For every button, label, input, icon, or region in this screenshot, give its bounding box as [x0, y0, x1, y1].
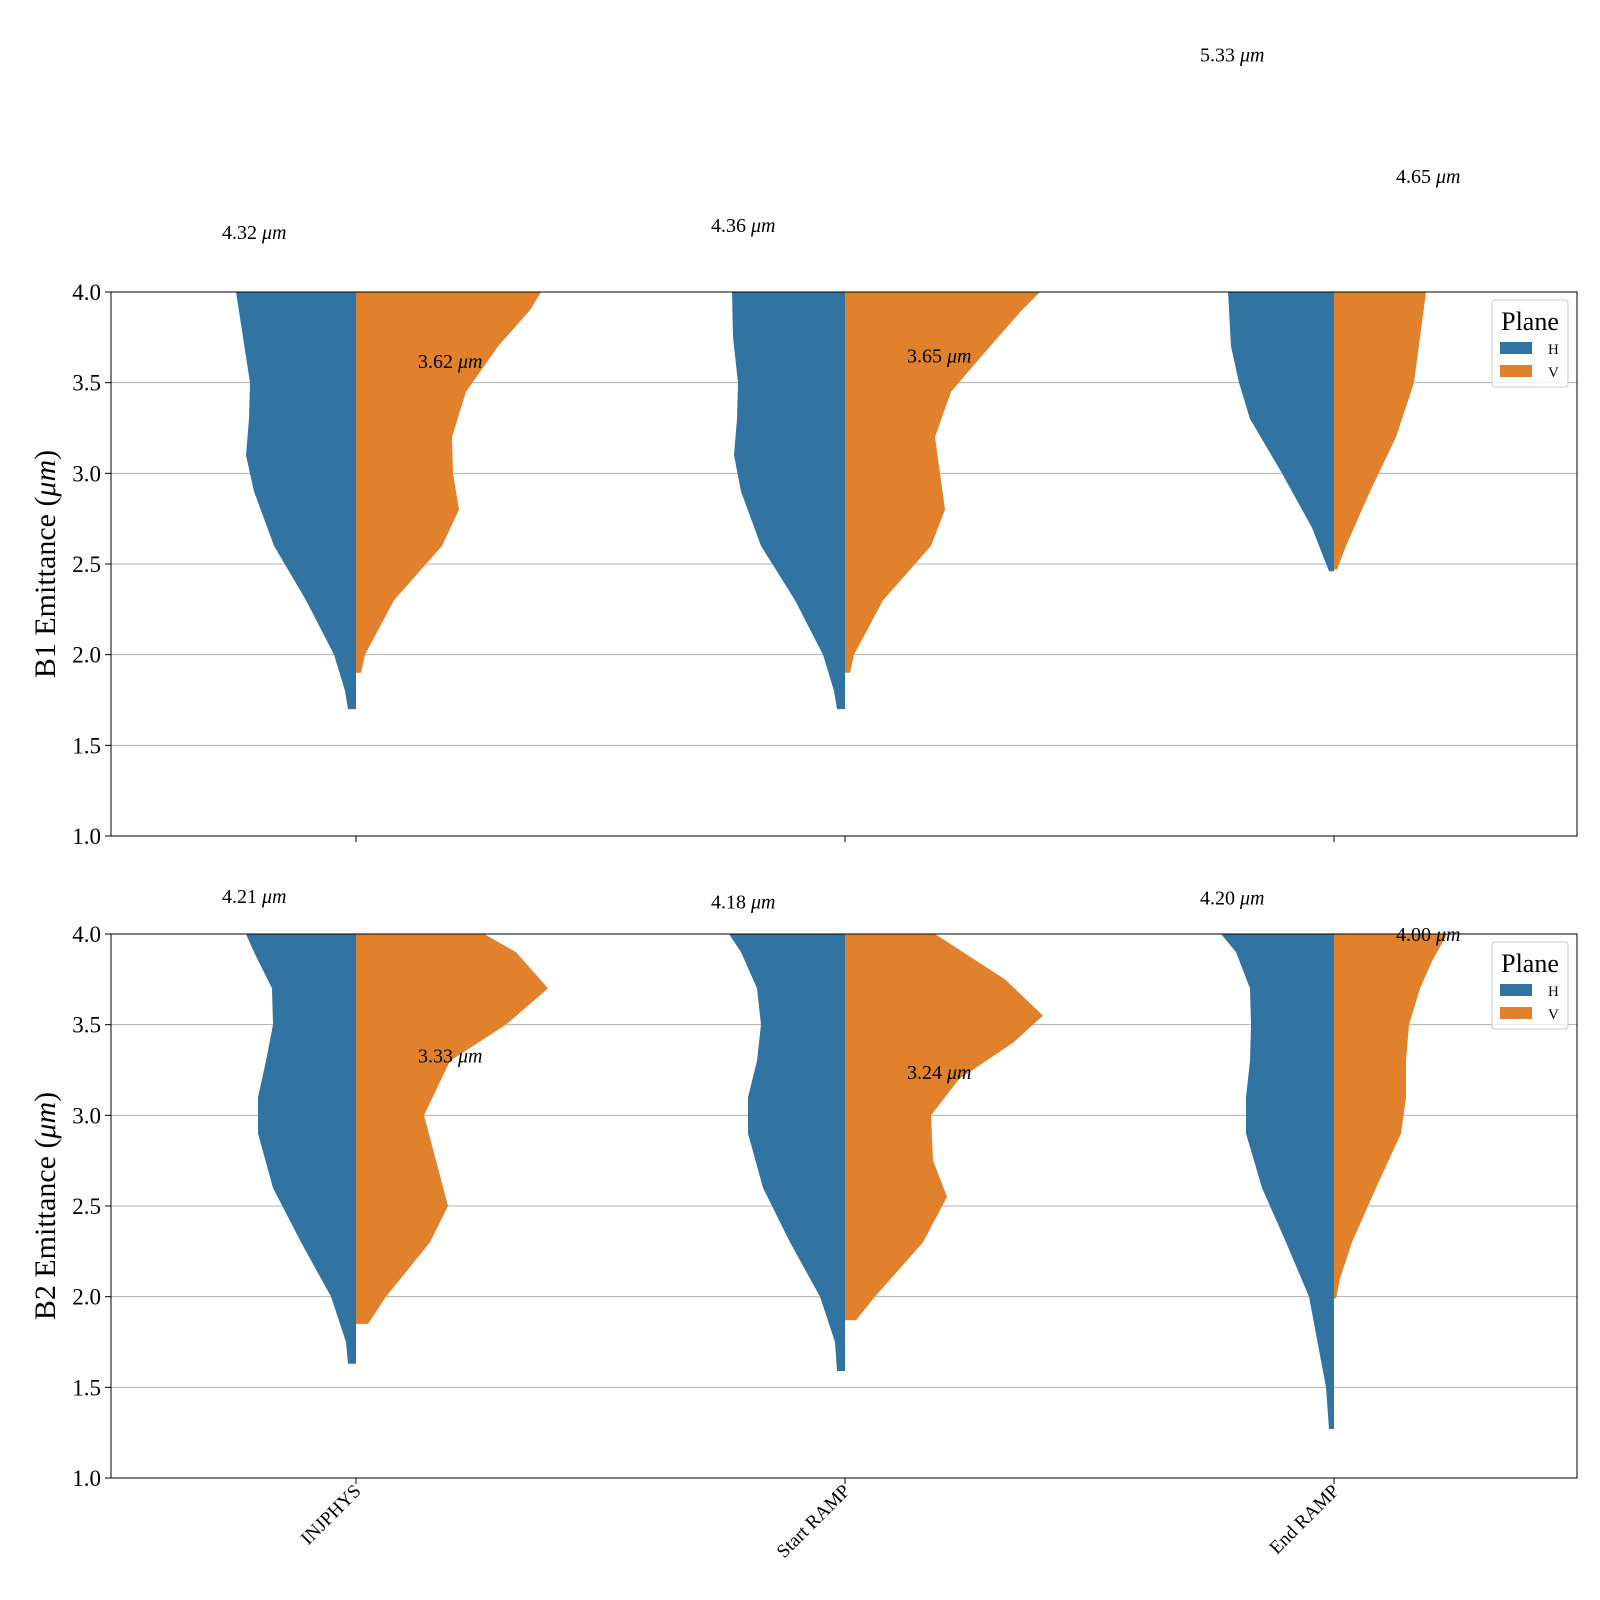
y-tick-label: 1.0: [72, 1466, 101, 1491]
violin-v: [356, 292, 541, 673]
y-tick-label: 2.5: [72, 552, 101, 577]
legend-swatch-h: [1500, 984, 1532, 996]
violin-v: [356, 934, 548, 1324]
x-tick-label: INJPHYS: [297, 1481, 366, 1550]
legend-label-h: H: [1548, 342, 1559, 358]
y-tick-label: 1.5: [72, 733, 101, 758]
legend-swatch-v: [1500, 1007, 1532, 1019]
mean-annotation-h: 4.21 μm: [222, 886, 286, 908]
violin-v: [1334, 934, 1447, 1299]
mean-annotation-v: 3.62 μm: [418, 351, 482, 373]
violin-v: [1334, 292, 1426, 570]
y-tick-label: 1.0: [72, 824, 101, 849]
violin-v: [845, 934, 1043, 1321]
mean-annotation-v: 3.24 μm: [907, 1062, 971, 1084]
y-tick-label: 4.0: [72, 280, 101, 305]
axes-frame: [110, 933, 1578, 1479]
violin-h: [1228, 292, 1334, 572]
y-tick-label: 4.0: [72, 922, 101, 947]
violin-v: [845, 292, 1040, 673]
y-tick-label: 2.0: [72, 643, 101, 668]
legend-title: Plane: [1501, 307, 1559, 336]
violin-h: [236, 292, 356, 710]
panel-b2: 1.0 1.5 2.0 2.5 3.0 3.5 4.0 4.21 μm 4.18 μm 4.20 …: [29, 886, 1578, 1563]
legend-swatch-h: [1500, 342, 1532, 354]
legend-label-v: V: [1548, 365, 1559, 381]
mean-annotation-h: 4.32 μm: [222, 222, 286, 244]
mean-annotation-h: 4.36 μm: [711, 215, 775, 237]
y-tick-label: 3.5: [72, 1013, 101, 1038]
axes-frame: [110, 291, 1578, 837]
violin-h: [732, 292, 845, 710]
mean-annotation-v: 4.65 μm: [1396, 166, 1460, 188]
y-tick-label: 2.5: [72, 1194, 101, 1219]
y-tick-label: 3.0: [72, 461, 101, 486]
y-tick-label: 1.5: [72, 1375, 101, 1400]
x-tick-label: End RAMP: [1266, 1481, 1344, 1559]
mean-annotation-v: 3.65 μm: [907, 345, 971, 367]
mean-annotation-v: 4.00 μm: [1396, 924, 1460, 946]
y-axis-label: B2 Emittance (μm): [29, 1092, 62, 1320]
y-tick-label: 3.5: [72, 371, 101, 396]
mean-annotation-v: 3.33 μm: [418, 1045, 482, 1067]
legend-label-v: V: [1548, 1007, 1559, 1023]
mean-annotation-h: 4.18 μm: [711, 891, 775, 913]
y-tick-label: 2.0: [72, 1285, 101, 1310]
mean-annotation-h: 5.33 μm: [1200, 44, 1264, 66]
violin-h: [729, 934, 845, 1372]
x-tick-label: Start RAMP: [773, 1481, 855, 1563]
mean-annotation-h: 4.20 μm: [1200, 888, 1264, 910]
violin-h: [246, 934, 356, 1364]
legend-swatch-v: [1500, 365, 1532, 377]
legend-label-h: H: [1548, 984, 1559, 1000]
legend-title: Plane: [1501, 949, 1559, 978]
panel-b1: 1.0 1.5 2.0 2.5 3.0 3.5 4.0 4.32 μm 4.36 μm 5.33 …: [29, 44, 1578, 849]
y-tick-label: 3.0: [72, 1103, 101, 1128]
violin-h: [1221, 934, 1334, 1430]
y-axis-label: B1 Emittance (μm): [29, 450, 62, 678]
